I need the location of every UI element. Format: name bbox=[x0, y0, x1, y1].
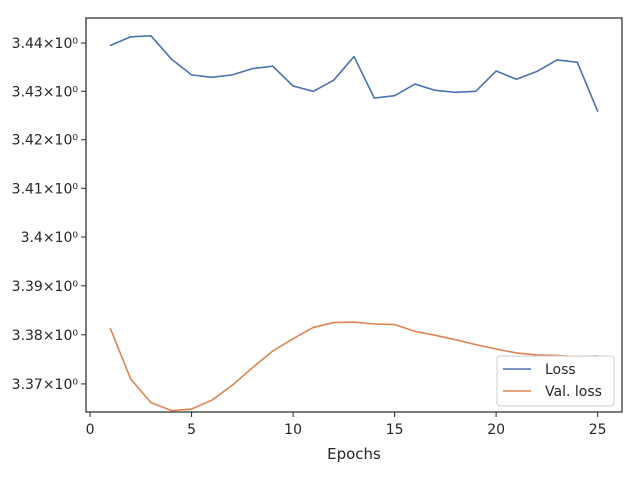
series-line-val-loss bbox=[109, 321, 599, 412]
y-tick-label: 3.43×10⁰ bbox=[12, 84, 79, 100]
legend-label: Val. loss bbox=[545, 384, 602, 400]
y-tick-label: 3.44×10⁰ bbox=[12, 36, 79, 52]
plot-frame bbox=[85, 17, 623, 413]
legend-label: Loss bbox=[545, 362, 576, 378]
y-tick-label: 3.4×10⁰ bbox=[21, 230, 79, 246]
x-tick-label: 0 bbox=[86, 422, 95, 438]
legend: Loss Val. loss bbox=[496, 355, 615, 407]
x-tick-label: 20 bbox=[487, 422, 505, 438]
series-layer bbox=[109, 35, 599, 412]
y-tick-label: 3.38×10⁰ bbox=[12, 328, 79, 344]
y-tick-label: 3.39×10⁰ bbox=[12, 279, 79, 295]
y-tick-label: 3.42×10⁰ bbox=[12, 133, 79, 149]
y-tick-label: 3.37×10⁰ bbox=[12, 377, 79, 393]
x-tick-label: 25 bbox=[589, 422, 607, 438]
x-axis-ticks: 0 5 10 15 20 25 bbox=[86, 412, 607, 438]
y-axis-ticks: 3.37×10⁰ 3.38×10⁰ 3.39×10⁰ 3.4×10⁰ 3.41×10⁰ 3… bbox=[12, 36, 86, 393]
x-axis-label: Epochs bbox=[327, 445, 381, 463]
x-tick-label: 5 bbox=[187, 422, 196, 438]
y-tick-label: 3.41×10⁰ bbox=[12, 181, 79, 197]
series-line-loss bbox=[109, 35, 599, 112]
x-tick-label: 10 bbox=[284, 422, 302, 438]
x-tick-label: 15 bbox=[386, 422, 404, 438]
